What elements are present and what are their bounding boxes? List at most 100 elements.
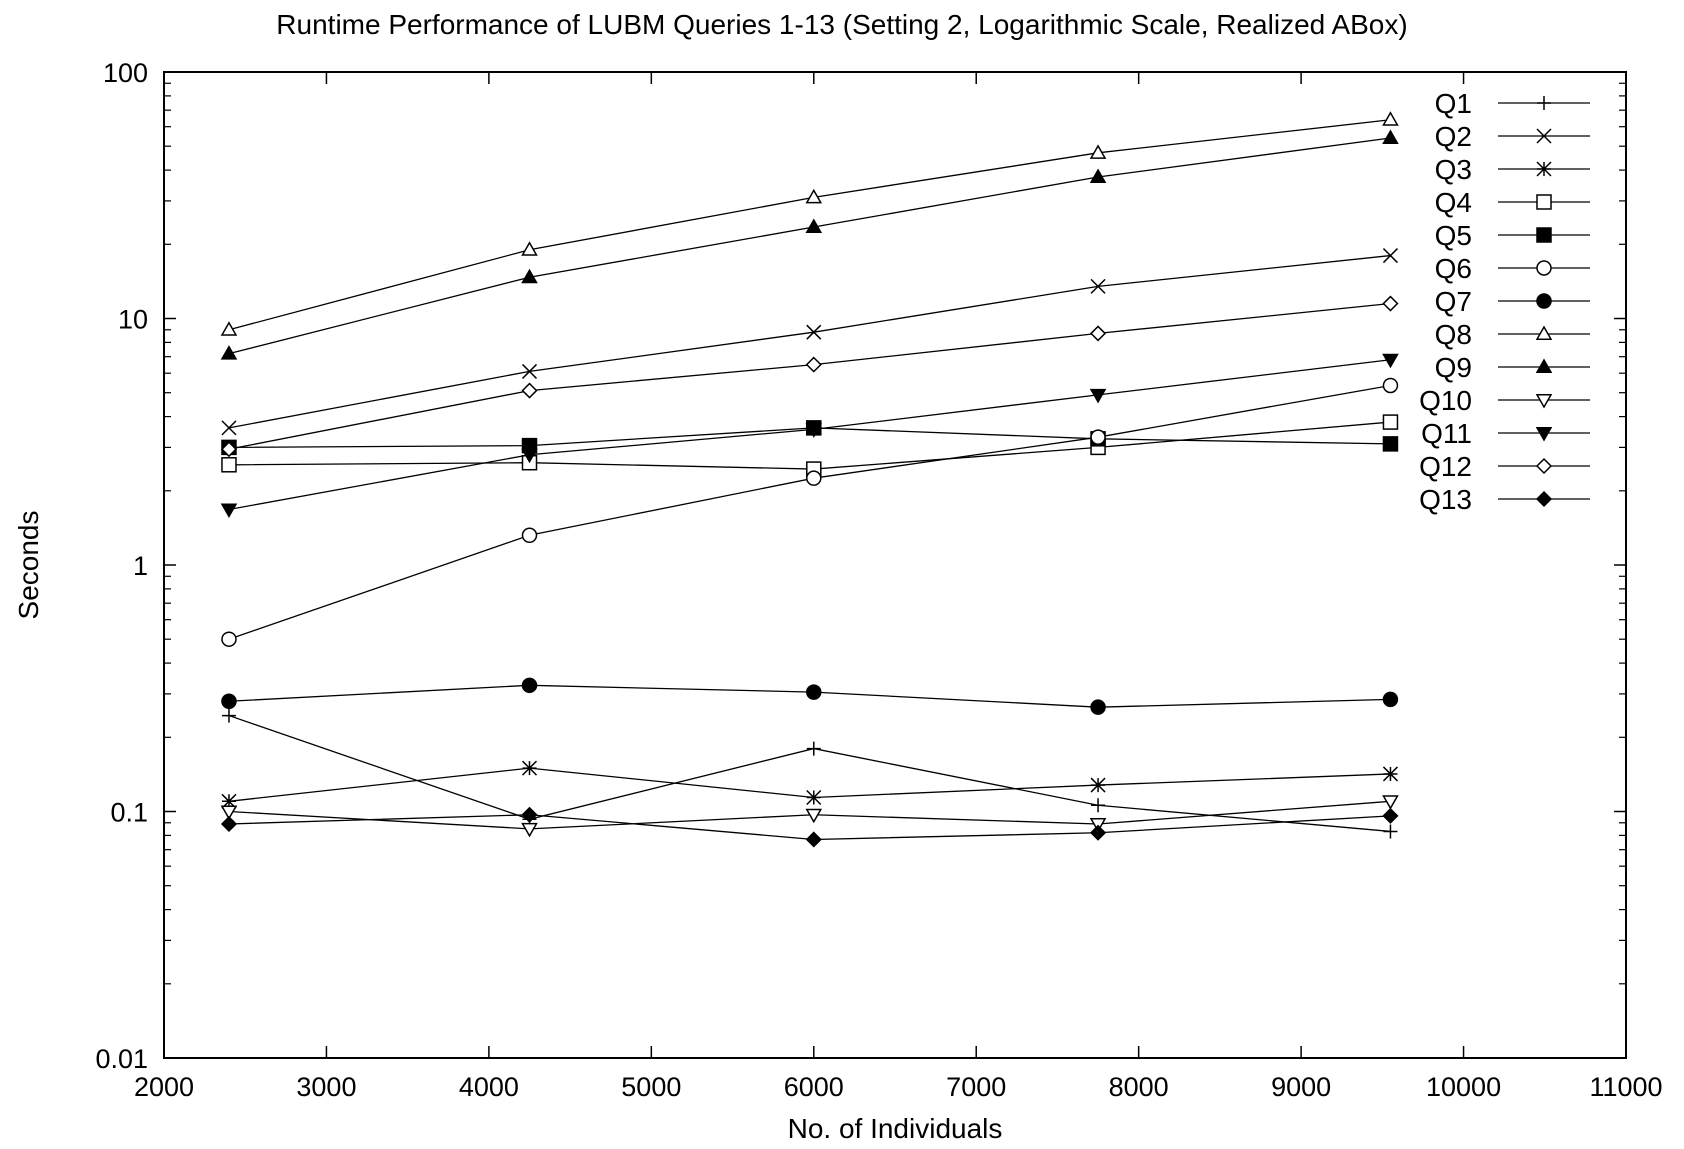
data-point (806, 684, 822, 700)
series-line (228, 119, 1391, 331)
legend-marker (1535, 394, 1553, 409)
data-point (1090, 777, 1106, 793)
legend-item-q11: Q11 (1421, 418, 1590, 449)
marker-shape (1536, 260, 1552, 276)
data-point (221, 793, 237, 809)
data-point (1089, 824, 1107, 841)
marker-shape (221, 693, 237, 710)
marker-shape (521, 382, 538, 399)
legend-item-q1: Q1 (1435, 88, 1590, 119)
y-axis: 0.01 0.1 1 10 100 (95, 58, 1626, 1074)
marker-shape (521, 527, 538, 544)
series-q3 (221, 760, 1398, 809)
marker-shape (1535, 394, 1553, 409)
data-point (1382, 129, 1399, 144)
x-tick-label: 8000 (1109, 1072, 1169, 1102)
legend-item-q3: Q3 (1435, 154, 1590, 185)
series-layer (220, 111, 1399, 848)
marker-shape (220, 503, 238, 518)
marker-shape (1536, 194, 1552, 210)
data-point (1382, 295, 1399, 312)
data-point (521, 760, 538, 776)
marker-shape (521, 268, 538, 284)
marker-shape (1382, 377, 1399, 394)
data-point (805, 831, 822, 848)
data-point (521, 677, 538, 694)
data-point (521, 448, 538, 464)
x-axis: 2000 3000 4000 5000 6000 7000 8000 9000 10000 110… (134, 72, 1663, 1102)
legend-marker (1536, 194, 1552, 210)
marker-shape (221, 631, 237, 647)
marker-shape (1536, 161, 1552, 177)
marker-shape (220, 321, 238, 336)
legend-label: Q4 (1435, 187, 1472, 218)
data-point (221, 708, 236, 723)
marker-shape (1091, 798, 1106, 813)
legend-item-q7: Q7 (1435, 286, 1590, 317)
data-point (521, 806, 538, 823)
y-tick-label: 10 (118, 305, 148, 335)
data-point (805, 188, 823, 204)
x-tick-label: 11000 (1589, 1072, 1662, 1102)
marker-shape (220, 345, 238, 360)
series-q13 (220, 806, 1399, 848)
data-point (221, 420, 237, 436)
marker-shape (1382, 436, 1399, 452)
marker-shape (1382, 414, 1399, 430)
series-line (228, 767, 1391, 802)
data-point (1089, 144, 1107, 159)
marker-shape (1089, 824, 1107, 841)
legend-marker (1536, 128, 1552, 144)
x-tick-label: 3000 (296, 1072, 356, 1102)
series-q7 (221, 677, 1399, 715)
marker-shape (806, 789, 822, 806)
series-q11 (220, 353, 1399, 518)
data-point (805, 423, 823, 438)
marker-shape (805, 808, 823, 824)
data-point (221, 631, 237, 647)
marker-shape (521, 822, 538, 838)
marker-shape (1089, 144, 1107, 159)
data-point (805, 356, 822, 373)
data-point (521, 527, 538, 544)
legend-item-q9: Q9 (1435, 352, 1590, 383)
legend-item-q12: Q12 (1419, 451, 1590, 482)
data-point (1090, 278, 1106, 294)
y-axis-label: Seconds (13, 511, 44, 620)
plot-area (163, 71, 1627, 1059)
legend-label: Q2 (1435, 121, 1472, 152)
legend-marker (1535, 457, 1553, 475)
legend-marker (1536, 260, 1552, 276)
marker-shape (521, 677, 538, 694)
legend-marker (1537, 96, 1551, 110)
marker-shape (1382, 129, 1399, 144)
x-tick-label: 9000 (1271, 1072, 1331, 1102)
x-tick-label: 2000 (134, 1072, 194, 1102)
marker-shape (220, 815, 238, 833)
data-point (1382, 766, 1398, 782)
marker-shape (1383, 824, 1398, 839)
data-point (220, 441, 238, 458)
marker-shape (1535, 457, 1553, 475)
data-point (1382, 436, 1399, 452)
marker-shape (1382, 111, 1399, 126)
data-point (1089, 325, 1107, 342)
series-line (228, 254, 1391, 429)
marker-shape (221, 708, 236, 723)
data-point (521, 822, 538, 838)
data-point (221, 693, 237, 710)
legend-item-q10: Q10 (1419, 385, 1590, 416)
marker-shape (1382, 807, 1399, 824)
data-point (1382, 691, 1399, 708)
marker-shape (1535, 325, 1553, 340)
data-point (1382, 414, 1399, 430)
legend-marker (1535, 358, 1553, 373)
marker-shape (1536, 227, 1552, 243)
data-point (521, 268, 538, 284)
legend-label: Q11 (1421, 418, 1472, 449)
marker-shape (521, 806, 538, 823)
legend-label: Q13 (1419, 484, 1472, 515)
data-point (806, 789, 822, 806)
marker-shape (1382, 353, 1399, 369)
